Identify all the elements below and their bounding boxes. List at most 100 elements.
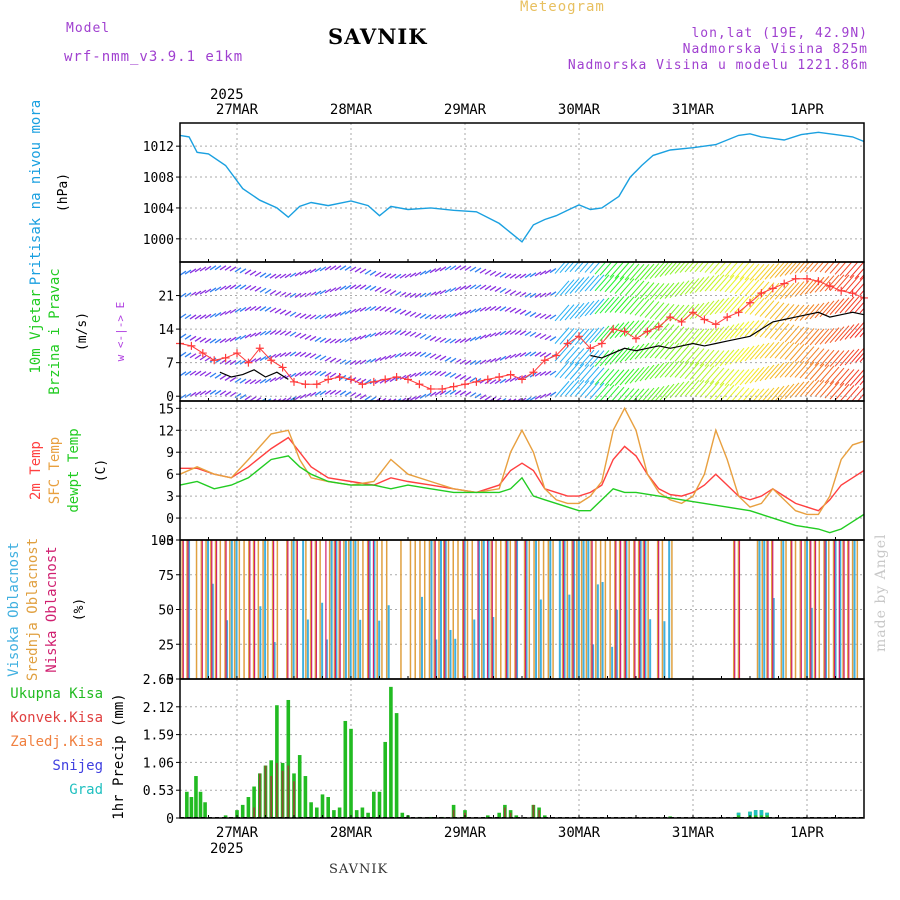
wind-barb: [814, 328, 830, 346]
y-tick-label: 1012: [143, 140, 174, 155]
wind-barb: [249, 396, 257, 401]
wind-barb: [409, 372, 417, 378]
wind-barb: [839, 274, 855, 292]
wind-barb: [384, 330, 392, 336]
wind-barb: [369, 358, 377, 364]
wind-barb: [774, 361, 790, 379]
day-label-bottom: 30MAR: [558, 825, 601, 841]
wind-barb: [509, 376, 517, 382]
wind-barb: [259, 306, 267, 312]
wind-speed-point: [689, 308, 697, 317]
y-axis-label: 2m Temp: [28, 441, 44, 500]
wind-barb: [384, 288, 392, 295]
wind-barb: [314, 267, 322, 273]
wind-barb: [344, 309, 352, 315]
wind-barb: [329, 372, 337, 378]
wind-barb: [249, 270, 257, 276]
wind-barb: [764, 263, 780, 280]
wind-barb: [814, 301, 830, 319]
wind-barb: [849, 369, 864, 387]
wind-barb: [449, 338, 457, 344]
year-label-top: 2025: [210, 87, 244, 103]
wind-barb: [339, 338, 347, 344]
wind-barb: [349, 266, 357, 272]
wind-barb: [829, 350, 845, 367]
wind-barb: [209, 389, 217, 395]
wind-barb: [429, 314, 437, 320]
wind-barb: [749, 343, 765, 361]
wind-speed-point: [563, 339, 572, 348]
wind-barb: [749, 320, 765, 337]
wind-barb: [839, 385, 855, 401]
wind-barb: [724, 369, 740, 387]
precip-bar-snow: [748, 811, 752, 816]
wind-barb: [574, 262, 585, 273]
wind-barb: [829, 382, 845, 400]
wind-speed-point: [825, 281, 834, 290]
wind-barb: [639, 300, 655, 317]
wind-barb: [704, 350, 720, 367]
wind-barb: [779, 304, 795, 321]
wind-barb: [754, 342, 770, 360]
wind-barb: [614, 262, 630, 279]
wind-barb: [624, 344, 640, 362]
unit-label: (C): [94, 459, 109, 482]
precip-bar-convective: [509, 812, 512, 818]
wind-barb: [459, 265, 467, 271]
wind-barb: [204, 265, 212, 271]
wind-barb: [419, 371, 427, 377]
wind-barb: [284, 273, 292, 279]
wind-barb: [494, 331, 502, 337]
wind-barb: [834, 383, 850, 401]
wind-barb: [419, 351, 427, 358]
wind-speed-point: [278, 363, 287, 372]
wind-barb: [549, 391, 557, 397]
wind-barb: [269, 377, 277, 383]
wind-barb: [464, 391, 472, 397]
wind-speed-point: [483, 375, 492, 384]
wind-barb: [599, 368, 615, 386]
wind-barb: [844, 348, 860, 366]
y-axis-label: Visoka Oblacnost: [6, 542, 22, 677]
wind-barb: [364, 269, 372, 275]
wind-speed-point: [620, 327, 629, 336]
precip-bar-total: [326, 797, 330, 818]
wind-barb: [254, 357, 262, 363]
wind-barb: [184, 292, 192, 298]
wind-barb: [289, 372, 297, 378]
wind-barb: [304, 292, 312, 298]
wind-barb: [539, 292, 547, 298]
wind-barb: [739, 368, 755, 386]
wind-barb: [404, 292, 412, 298]
wind-speed-point: [461, 380, 469, 389]
wind-barb: [779, 282, 795, 300]
wind-barb: [499, 306, 507, 312]
precip-bar-total: [354, 810, 359, 818]
wind-barb: [459, 375, 467, 381]
wind-barb: [349, 284, 357, 290]
wind-barb: [389, 377, 397, 383]
y-tick-label: 21: [158, 290, 174, 305]
wind-barb: [609, 262, 625, 278]
wind-barb: [180, 313, 187, 319]
wind-barb: [749, 280, 765, 298]
wind-barb: [709, 298, 725, 316]
wind-barb: [414, 292, 422, 298]
wind-barb: [669, 281, 685, 299]
wind-barb: [629, 297, 645, 315]
wind-barb: [849, 322, 864, 339]
wind-barb: [234, 307, 242, 313]
wind-barb: [579, 365, 595, 383]
wind-barb: [589, 298, 605, 316]
wind-barb: [469, 284, 477, 290]
wind-barb: [309, 314, 317, 320]
lonlat-label: lon,lat (19E, 42.9N): [691, 26, 868, 41]
wind-barb: [224, 309, 232, 315]
wind-barb: [752, 388, 765, 401]
wind-barb: [714, 350, 730, 367]
wind-barb: [724, 323, 740, 340]
wind-barb: [194, 354, 202, 360]
precip-bar-total: [315, 807, 319, 818]
wind-barb: [594, 274, 610, 292]
day-label-top: 30MAR: [558, 102, 601, 118]
